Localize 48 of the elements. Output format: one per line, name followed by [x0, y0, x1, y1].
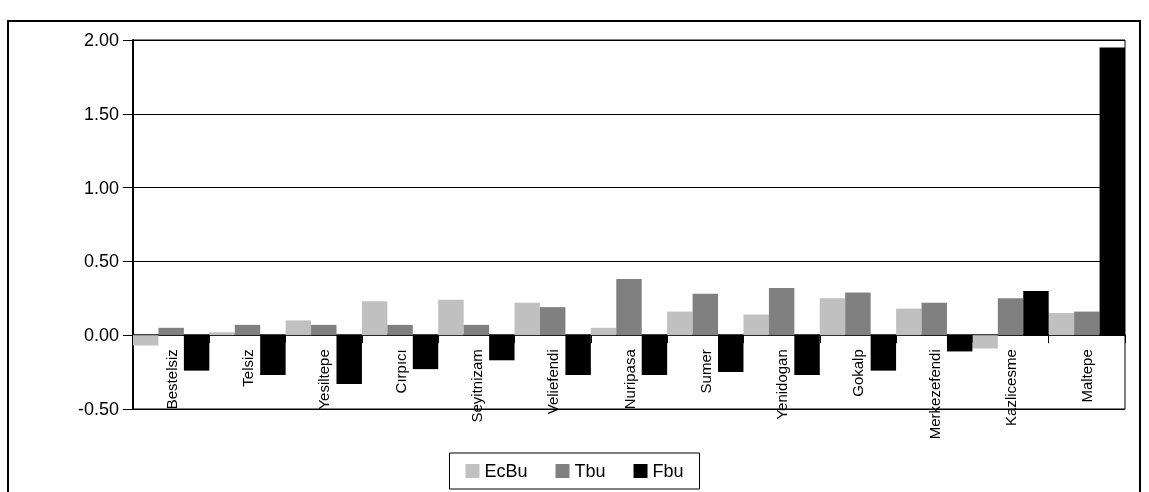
bar — [590, 327, 617, 336]
bar — [285, 320, 312, 336]
bar — [667, 311, 693, 336]
x-tick-label: Nuripasa — [620, 348, 638, 410]
bar — [692, 293, 719, 336]
bar — [768, 287, 795, 336]
y-tick-label: 0.00 — [83, 325, 119, 346]
legend-label: Fbu — [652, 461, 684, 481]
bar — [845, 292, 871, 336]
bar — [361, 301, 388, 336]
bar — [819, 298, 846, 336]
x-tick-label: Telsiz — [238, 349, 256, 387]
bar — [209, 332, 235, 336]
y-tick-label: 2.00 — [83, 30, 119, 50]
x-tick-label: Bestelsiz — [162, 349, 180, 410]
bar — [311, 324, 337, 336]
bar — [438, 299, 464, 336]
bar — [234, 324, 261, 336]
bar — [616, 279, 642, 336]
y-tick-label: -0.50 — [77, 399, 119, 419]
bar — [997, 298, 1024, 336]
bar — [921, 302, 947, 336]
legend-label: EcBu — [484, 461, 528, 481]
y-tick-label: 1.50 — [83, 103, 119, 124]
bar — [539, 307, 566, 336]
x-tick-label: Seyitnizam — [467, 349, 485, 423]
bar — [387, 324, 413, 336]
y-tick-label: 0.50 — [83, 251, 119, 272]
x-tick-label: Gokalp — [849, 349, 867, 397]
bar — [896, 308, 922, 336]
x-tick-label: Yesiltepe — [315, 349, 333, 410]
x-tick-label: Maltepe — [1078, 349, 1096, 403]
x-tick-label: Yenidogan — [773, 349, 791, 420]
bar — [158, 327, 184, 336]
bar — [743, 314, 769, 336]
x-tick-label: Veliefendi — [544, 349, 562, 415]
bar — [514, 302, 540, 336]
y-tick-label: 1.00 — [83, 177, 119, 198]
bar — [1074, 311, 1100, 336]
x-tick-label: Merkezefendi — [925, 349, 943, 440]
bar — [133, 335, 159, 346]
legend-label: Tbu — [574, 461, 606, 481]
x-tick-label: Sumer — [696, 349, 714, 394]
bar — [463, 324, 490, 336]
x-tick-label: Cırpıcı — [391, 349, 409, 394]
bar — [972, 335, 998, 349]
bar — [1048, 313, 1075, 336]
x-tick-label: Kazlicesme — [1002, 349, 1020, 426]
